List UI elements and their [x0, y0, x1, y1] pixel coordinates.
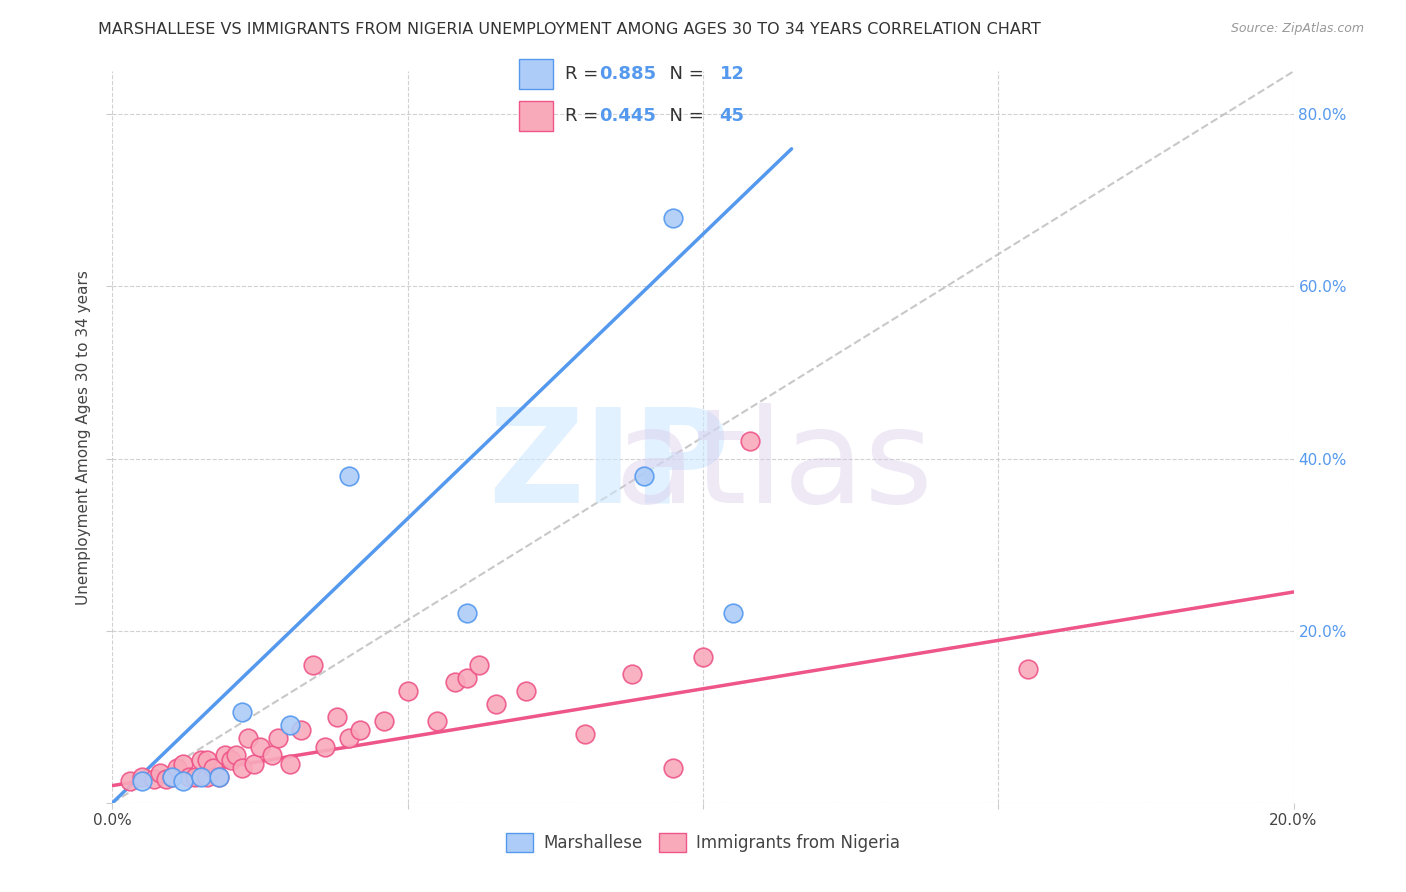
- Point: [201, 761, 224, 775]
- Point: [149, 765, 172, 780]
- Text: N =: N =: [658, 65, 709, 83]
- Text: 12: 12: [720, 65, 745, 83]
- Text: MARSHALLESE VS IMMIGRANTS FROM NIGERIA UNEMPLOYMENT AMONG AGES 30 TO 34 YEARS CO: MARSHALLESE VS IMMIGRANTS FROM NIGERIA U…: [98, 22, 1042, 37]
- Point: [515, 684, 537, 698]
- Point: [238, 731, 260, 746]
- Point: [260, 748, 283, 763]
- Point: [278, 757, 301, 772]
- Point: [172, 774, 194, 789]
- Point: [662, 761, 685, 775]
- Point: [120, 774, 142, 789]
- Point: [337, 731, 360, 746]
- Point: [160, 770, 183, 784]
- Text: R =: R =: [565, 107, 605, 125]
- Point: [692, 649, 714, 664]
- FancyBboxPatch shape: [519, 101, 553, 131]
- Point: [326, 710, 349, 724]
- Point: [231, 761, 253, 775]
- Point: [208, 770, 231, 784]
- Point: [267, 731, 290, 746]
- Point: [373, 714, 395, 728]
- Point: [290, 723, 312, 737]
- Point: [456, 607, 478, 621]
- Legend: Marshallese, Immigrants from Nigeria: Marshallese, Immigrants from Nigeria: [498, 824, 908, 860]
- Text: Source: ZipAtlas.com: Source: ZipAtlas.com: [1230, 22, 1364, 36]
- Point: [243, 757, 266, 772]
- Text: N =: N =: [658, 107, 709, 125]
- Text: ZIP: ZIP: [488, 403, 730, 530]
- Point: [1017, 662, 1039, 676]
- Text: atlas: atlas: [614, 403, 934, 530]
- Point: [142, 772, 165, 786]
- Point: [302, 658, 325, 673]
- Point: [485, 697, 508, 711]
- Point: [314, 739, 336, 754]
- Point: [179, 770, 201, 784]
- Point: [721, 607, 744, 621]
- Point: [231, 706, 253, 720]
- Point: [467, 658, 489, 673]
- Point: [208, 770, 231, 784]
- Point: [190, 753, 212, 767]
- Point: [426, 714, 449, 728]
- Point: [349, 723, 371, 737]
- Point: [219, 753, 242, 767]
- Point: [214, 748, 236, 763]
- Point: [131, 774, 153, 789]
- Point: [278, 718, 301, 732]
- Point: [184, 770, 207, 784]
- Point: [456, 671, 478, 685]
- Point: [225, 748, 247, 763]
- Point: [131, 770, 153, 784]
- Text: R =: R =: [565, 65, 605, 83]
- Point: [190, 770, 212, 784]
- Y-axis label: Unemployment Among Ages 30 to 34 years: Unemployment Among Ages 30 to 34 years: [76, 269, 91, 605]
- Text: 0.445: 0.445: [599, 107, 655, 125]
- Point: [444, 675, 467, 690]
- Point: [337, 468, 360, 483]
- Point: [633, 468, 655, 483]
- Point: [172, 757, 194, 772]
- Text: 0.885: 0.885: [599, 65, 657, 83]
- Point: [574, 727, 596, 741]
- Point: [155, 772, 177, 786]
- Point: [740, 434, 762, 449]
- Point: [195, 753, 218, 767]
- Point: [195, 770, 218, 784]
- FancyBboxPatch shape: [519, 59, 553, 89]
- Text: 45: 45: [720, 107, 745, 125]
- Point: [249, 739, 271, 754]
- Point: [160, 770, 183, 784]
- Point: [166, 761, 188, 775]
- Point: [396, 684, 419, 698]
- Point: [621, 666, 644, 681]
- Point: [662, 211, 685, 225]
